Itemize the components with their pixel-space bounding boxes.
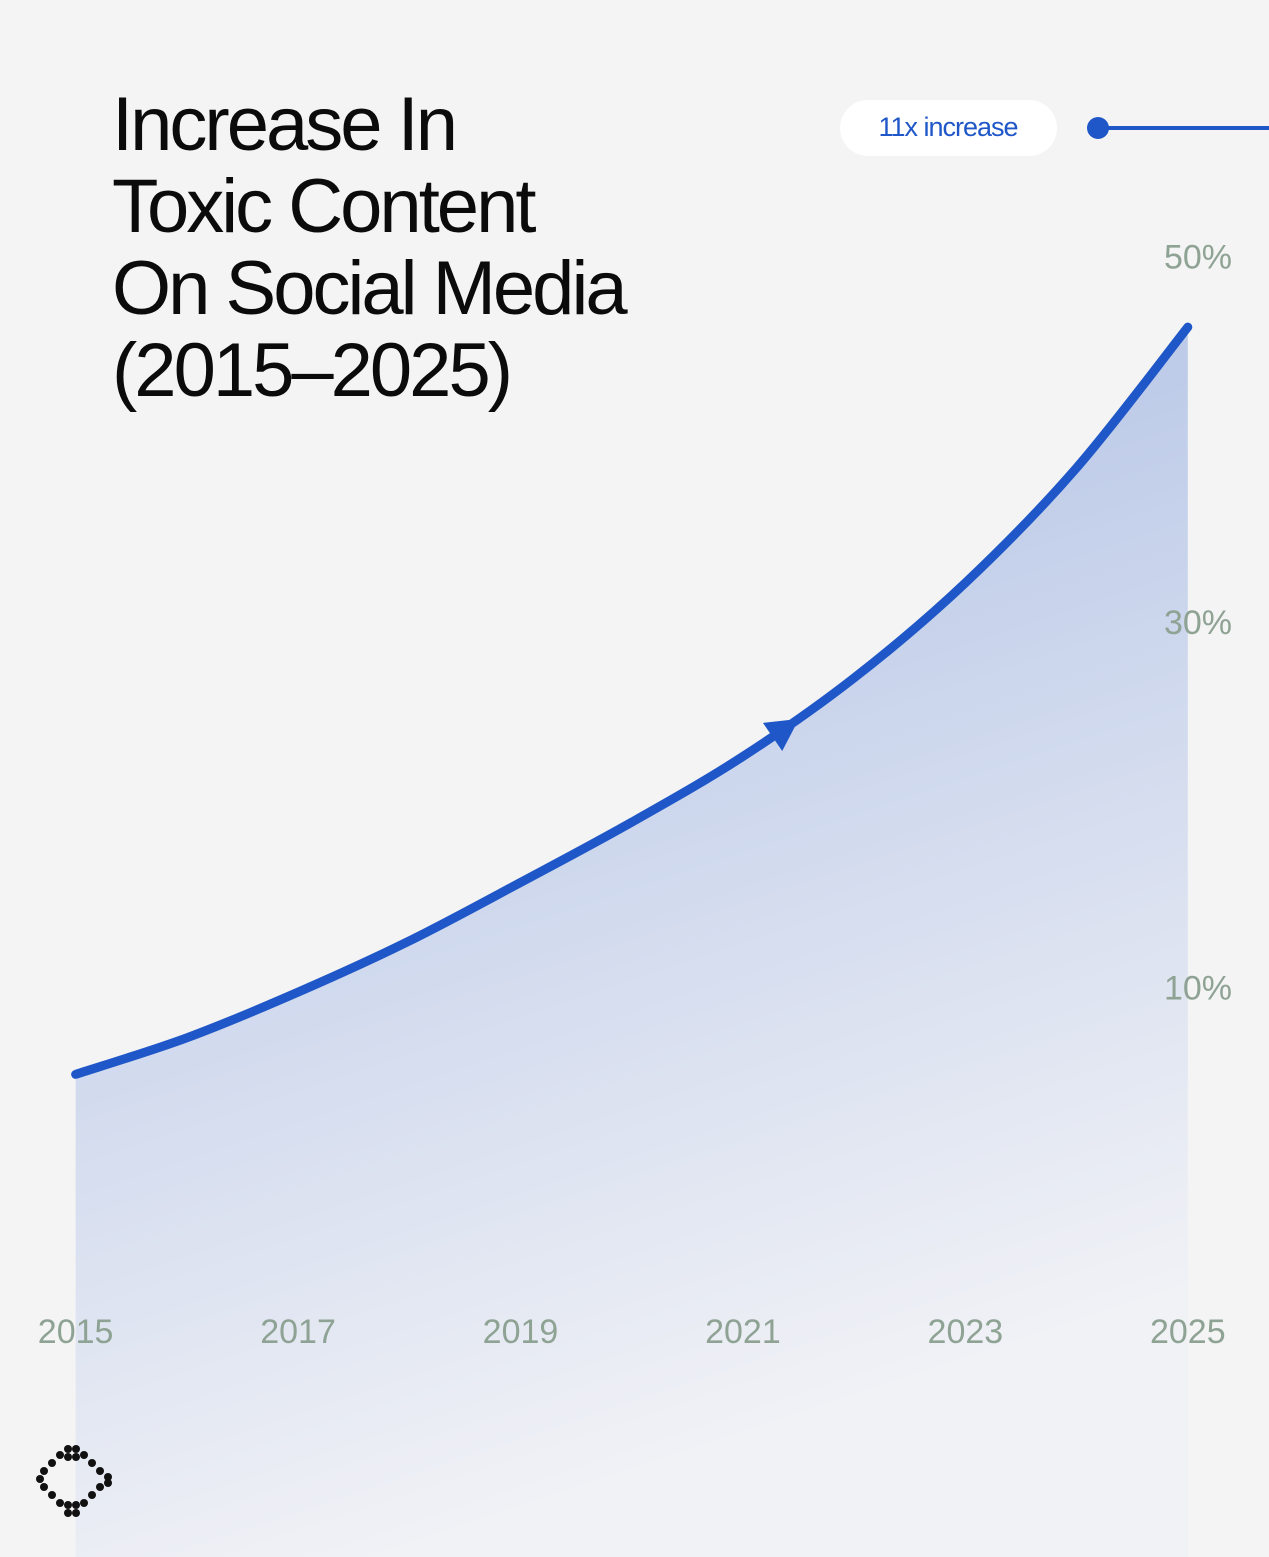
y-tick-label: 10% [1164,969,1232,1007]
annotation-text: 11x increase [878,112,1017,142]
x-tick-label: 2015 [38,1313,114,1351]
title-line: Increase In [112,82,455,167]
line [71,322,1193,1079]
y-tick-label: 30% [1164,604,1232,642]
title-line: (2015–2025) [112,328,510,413]
annotation-dot [1087,117,1109,139]
x-tick-label: 2021 [705,1313,781,1351]
logo [36,1445,112,1517]
x-tick-label: 2023 [928,1313,1004,1351]
chart-title: Increase In Toxic Content On Social Medi… [112,82,631,413]
annotation-pill [840,100,1057,156]
direction-arrow [762,718,799,751]
y-tick-label: 50% [1164,238,1232,276]
title-line: On Social Media [112,246,628,331]
x-tick-label: 2019 [483,1313,559,1351]
annotation: 11x increase [840,100,1269,156]
title-line: Toxic Content [112,164,536,249]
x-tick-label: 2025 [1150,1313,1226,1351]
plot: 10% 30% 50% 2015 2017 2019 2021 2023 2025 [38,238,1232,1557]
x-tick-label: 2017 [260,1313,336,1351]
